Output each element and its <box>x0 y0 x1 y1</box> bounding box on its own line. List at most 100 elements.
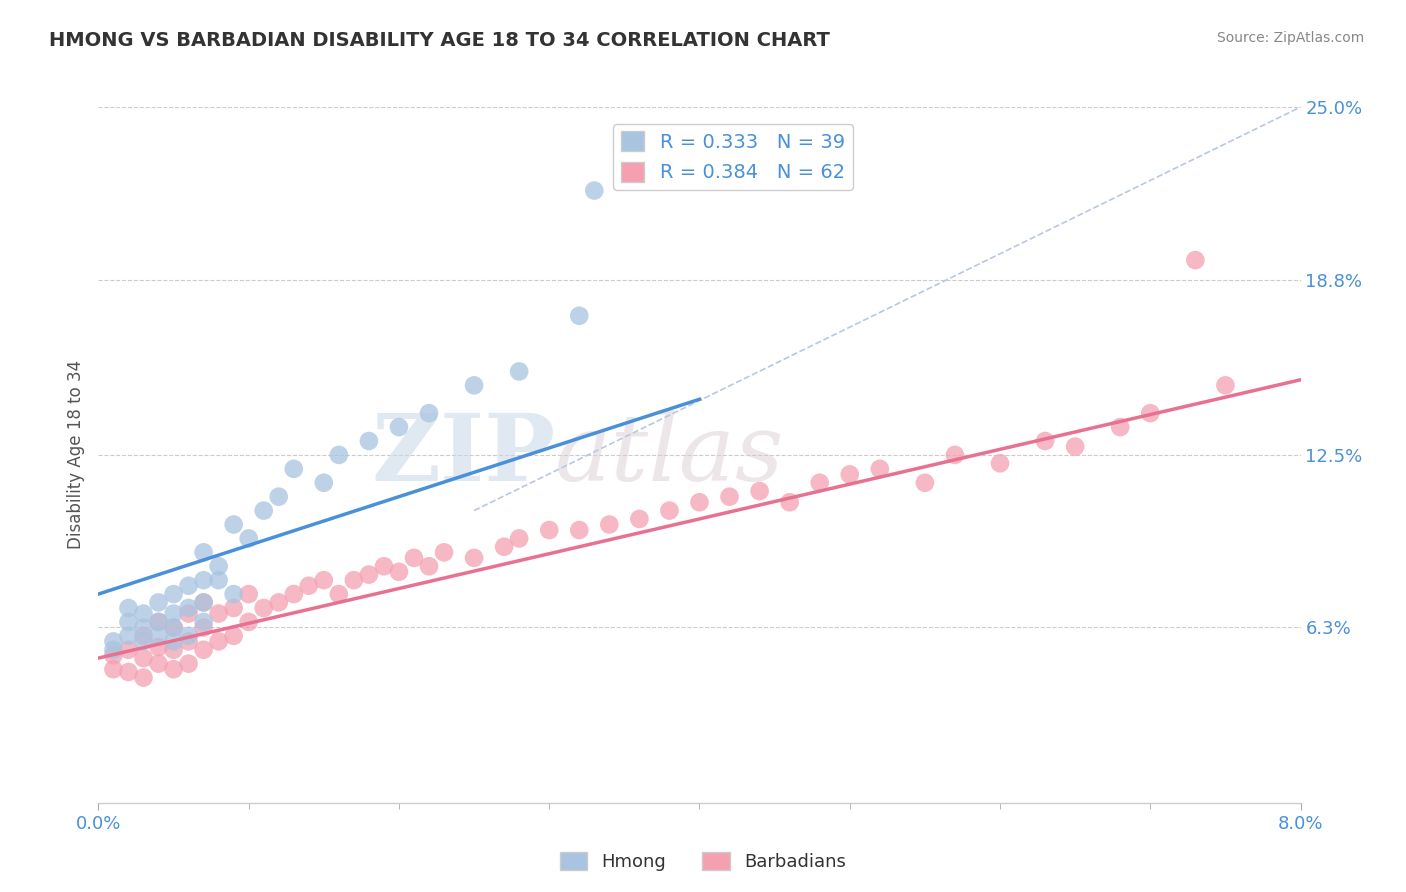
Point <box>433 545 456 559</box>
Point <box>162 662 184 676</box>
Point <box>193 595 215 609</box>
Point <box>117 665 139 679</box>
Point <box>508 532 530 546</box>
Point <box>328 587 350 601</box>
Point <box>193 545 215 559</box>
Text: atlas: atlas <box>555 410 785 500</box>
Point <box>494 540 516 554</box>
Point <box>283 587 305 601</box>
Point <box>267 490 290 504</box>
Point <box>388 420 411 434</box>
Point <box>177 657 200 671</box>
Point <box>208 559 231 574</box>
Legend: R = 0.333   N = 39, R = 0.384   N = 62: R = 0.333 N = 39, R = 0.384 N = 62 <box>613 124 852 190</box>
Point <box>162 607 184 621</box>
Point <box>177 634 200 648</box>
Point <box>103 648 125 663</box>
Point <box>222 629 245 643</box>
Point <box>538 523 561 537</box>
Point <box>838 467 860 482</box>
Point <box>418 559 440 574</box>
Point <box>103 634 125 648</box>
Point <box>312 573 335 587</box>
Point <box>568 309 591 323</box>
Point <box>148 615 170 629</box>
Point <box>193 620 215 634</box>
Point <box>162 587 184 601</box>
Point <box>132 651 155 665</box>
Point <box>132 671 155 685</box>
Point <box>148 629 170 643</box>
Point <box>373 559 395 574</box>
Point <box>132 629 155 643</box>
Point <box>463 378 485 392</box>
Point <box>1033 434 1056 448</box>
Point <box>132 620 155 634</box>
Legend: Hmong, Barbadians: Hmong, Barbadians <box>553 845 853 879</box>
Point <box>328 448 350 462</box>
Point <box>103 662 125 676</box>
Point <box>162 620 184 634</box>
Point <box>148 595 170 609</box>
Point <box>583 184 606 198</box>
Point <box>162 634 184 648</box>
Point <box>193 642 215 657</box>
Point <box>132 634 155 648</box>
Point <box>688 495 710 509</box>
Point <box>177 629 200 643</box>
Point <box>193 595 215 609</box>
Point <box>253 503 276 517</box>
Point <box>988 456 1011 470</box>
Point <box>222 587 245 601</box>
Point <box>943 448 966 462</box>
Point <box>1064 440 1087 454</box>
Point <box>117 629 139 643</box>
Point <box>117 615 139 629</box>
Point <box>718 490 741 504</box>
Point <box>193 573 215 587</box>
Point <box>238 615 260 629</box>
Point <box>1184 253 1206 268</box>
Text: HMONG VS BARBADIAN DISABILITY AGE 18 TO 34 CORRELATION CHART: HMONG VS BARBADIAN DISABILITY AGE 18 TO … <box>49 31 830 50</box>
Point <box>103 642 125 657</box>
Point <box>568 523 591 537</box>
Point <box>298 579 321 593</box>
Point <box>177 579 200 593</box>
Point <box>357 434 380 448</box>
Point <box>869 462 891 476</box>
Point <box>193 615 215 629</box>
Point <box>343 573 366 587</box>
Point <box>357 567 380 582</box>
Point <box>177 607 200 621</box>
Point <box>914 475 936 490</box>
Point <box>208 607 231 621</box>
Point <box>162 620 184 634</box>
Point <box>463 550 485 565</box>
Point <box>1139 406 1161 420</box>
Point <box>238 587 260 601</box>
Point <box>208 573 231 587</box>
Point <box>117 642 139 657</box>
Point <box>117 601 139 615</box>
Point <box>148 640 170 654</box>
Point <box>1109 420 1132 434</box>
Point <box>148 657 170 671</box>
Point <box>658 503 681 517</box>
Point <box>177 601 200 615</box>
Point <box>628 512 651 526</box>
Point <box>267 595 290 609</box>
Point <box>748 484 770 499</box>
Point <box>388 565 411 579</box>
Y-axis label: Disability Age 18 to 34: Disability Age 18 to 34 <box>66 360 84 549</box>
Point <box>222 601 245 615</box>
Point <box>208 634 231 648</box>
Point <box>283 462 305 476</box>
Point <box>132 607 155 621</box>
Point <box>312 475 335 490</box>
Point <box>779 495 801 509</box>
Point <box>508 364 530 378</box>
Point <box>1215 378 1237 392</box>
Point <box>162 642 184 657</box>
Text: ZIP: ZIP <box>371 410 555 500</box>
Point <box>402 550 425 565</box>
